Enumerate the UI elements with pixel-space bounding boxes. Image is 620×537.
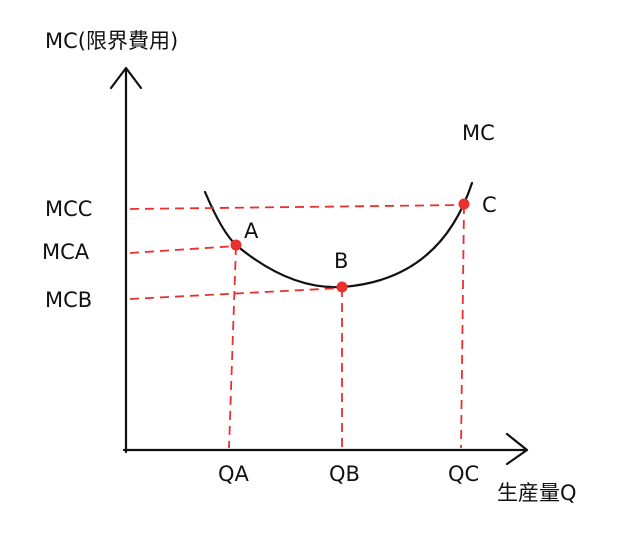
point (458, 198, 470, 210)
guide-line (228, 245, 237, 449)
guide-line (129, 245, 237, 254)
point (336, 281, 348, 293)
guide-line (129, 204, 465, 210)
curve-label: MC (462, 121, 495, 145)
point (230, 239, 242, 251)
x-axis-label: 生産量Q (497, 481, 577, 505)
y-label: MCA (42, 240, 90, 264)
y-label: MCC (45, 197, 92, 221)
point-label: A (244, 219, 259, 243)
x-label: QB (329, 462, 360, 486)
point-label: B (334, 249, 348, 273)
point-label: C (482, 193, 497, 217)
guide-line (460, 204, 465, 449)
mc-curve (203, 181, 474, 289)
guide-line (129, 287, 343, 300)
x-label: QC (448, 462, 479, 486)
x-axis (122, 432, 529, 466)
y-axis (109, 66, 143, 454)
y-axis-label: MC(限界費用) (45, 29, 178, 53)
y-label: MCB (45, 288, 92, 312)
x-label: QA (218, 462, 250, 486)
